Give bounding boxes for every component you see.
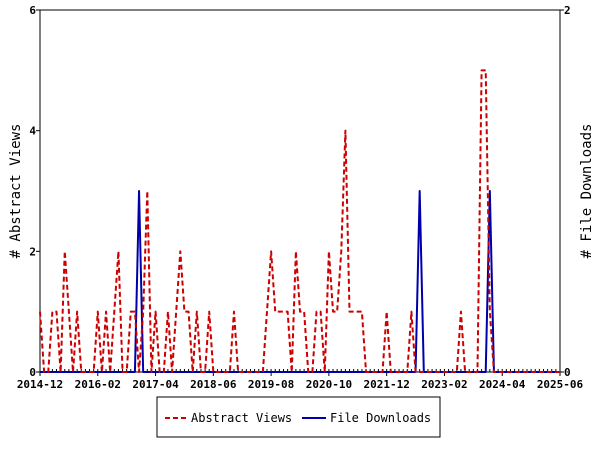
left-y-tick-label: 0 (29, 366, 36, 379)
x-tick-label: 2021-12 (363, 378, 409, 391)
left-y-tick-label: 2 (29, 245, 36, 258)
x-tick-label: 2016-02 (75, 378, 121, 391)
x-tick-label: 2025-06 (537, 378, 584, 391)
left-y-tick-label: 6 (29, 4, 36, 17)
plot-frame (39, 9, 561, 373)
x-tick-label: 2024-04 (479, 378, 526, 391)
series-line-abstract-views (39, 69, 560, 373)
right-y-axis: 02 (560, 4, 571, 379)
left-y-tick-label: 4 (29, 125, 36, 138)
x-tick-label: 2018-06 (190, 378, 237, 391)
x-tick-label: 2023-02 (421, 378, 467, 391)
right-axis-title: # File Downloads (579, 124, 595, 259)
series-line-file-downloads (40, 190, 560, 373)
x-tick-label: 2020-10 (306, 378, 352, 391)
legend: Abstract Views File Downloads (156, 396, 441, 438)
left-axis-title: # Abstract Views (8, 124, 24, 259)
x-tick-label: 2014-12 (17, 378, 63, 391)
left-y-axis: 0 2 4 6 (29, 4, 40, 379)
right-y-tick-label: 2 (564, 4, 571, 17)
legend-label-file-downloads: File Downloads (330, 411, 431, 425)
x-tick-label: 2017-04 (132, 378, 179, 391)
legend-label-abstract-views: Abstract Views (191, 411, 292, 425)
x-tick-label: 2019-08 (248, 378, 294, 391)
series-layer (39, 69, 560, 373)
legend-box (156, 396, 441, 438)
right-y-tick-label: 0 (564, 366, 571, 379)
